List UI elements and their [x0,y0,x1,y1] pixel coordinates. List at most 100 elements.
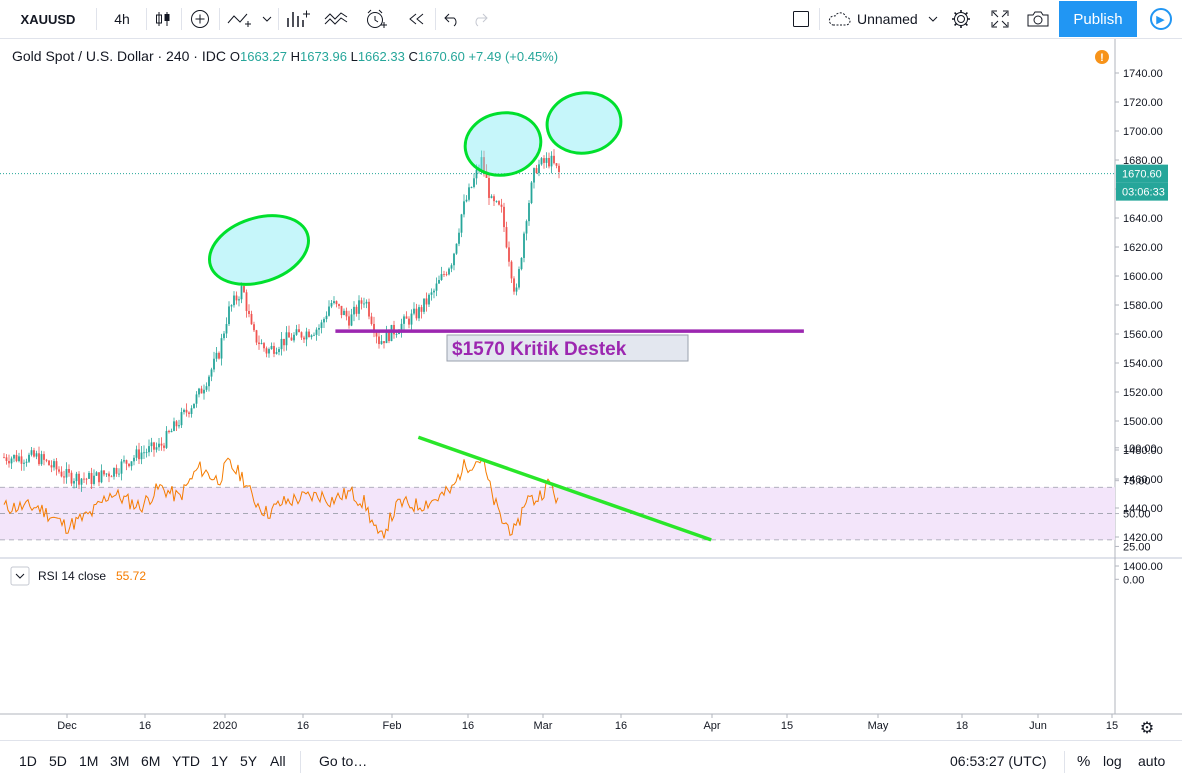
candle-body [535,168,538,173]
candle-body [33,450,35,457]
candle-body [223,333,225,339]
goto-button[interactable]: Go to… [319,753,368,769]
candle-body [150,442,153,447]
candle-body [448,268,450,275]
candle-body [78,473,80,485]
candle-body [273,346,275,354]
candle-body [110,476,113,478]
range-all[interactable]: All [270,753,286,769]
candle-body [473,178,475,188]
candle-body [85,478,88,480]
candle-body [195,394,198,404]
camera-icon[interactable] [1023,0,1053,38]
candles-icon[interactable] [148,0,178,38]
price-tick-label: 1480.00 [1123,445,1163,457]
candle-body [53,461,55,468]
pane-separator [0,557,1182,559]
fullscreen-icon[interactable] [985,0,1015,38]
candle-body [430,292,433,295]
candle-body [423,298,425,312]
candle-body [485,171,488,178]
candle-body [235,295,238,301]
range-1y[interactable]: 1Y [211,753,229,769]
candle-body [260,343,263,345]
time-axis: Dec 16 2020 16 Feb 16 Mar 16 Apr 15 May 18 Jun 15 ⚙ [57,714,1154,737]
candle-body [528,203,530,222]
bars-compare-icon[interactable] [282,0,314,38]
rsi-legend-label: RSI 14 close [38,569,106,583]
candle-body [3,457,5,459]
candle-body [538,164,540,173]
candle-body [345,310,348,317]
time-tick-label: Jun [1029,720,1047,732]
candle-body [300,332,303,338]
square-icon[interactable] [786,0,816,38]
range-ytd[interactable]: YTD [172,753,200,769]
candle-body [468,187,470,200]
candle-body [515,287,518,292]
candle-body [208,376,210,387]
candle-body [453,253,455,266]
play-icon[interactable]: ▶ [1139,0,1182,38]
range-1m[interactable]: 1M [79,753,99,769]
price-tick-label: 1460.00 [1123,474,1163,486]
publish-button[interactable]: Publish [1059,1,1137,37]
log-toggle[interactable]: log [1103,753,1122,769]
undo-icon[interactable] [438,0,466,38]
gear-icon[interactable] [946,0,976,38]
candle-body [523,233,525,258]
rsi-trendline [417,435,712,542]
price-tick-label: 1740.00 [1123,68,1163,80]
candle-body [163,445,165,448]
candle-body [280,338,283,350]
candle-body [148,446,150,453]
time-tick-label: 15 [1106,720,1118,732]
candle-body [400,323,403,333]
range-3m[interactable]: 3M [110,753,130,769]
candle-body [115,467,118,474]
symbol-search[interactable]: XAUUSD [0,0,96,38]
range-5y[interactable]: 5Y [240,753,258,769]
candle-body [388,330,390,342]
candle-body [553,155,555,164]
candle-body [18,456,20,462]
clock-readout[interactable]: 06:53:27 (UTC) [950,753,1047,769]
interval-button[interactable]: 4h [100,0,144,38]
candle-body [378,336,380,345]
candle-body [90,472,93,484]
auto-toggle[interactable]: auto [1138,753,1166,769]
interval-label: 4h [114,11,130,27]
candle-body [543,158,545,163]
candle-body [173,421,175,431]
candle-body [138,449,140,460]
price-tick-label: 1400.00 [1123,561,1163,573]
candle-body [178,425,180,427]
candle-body [363,303,365,305]
line-tool-icon[interactable] [222,0,256,38]
support-label-box [446,334,689,362]
candle-body [183,409,185,413]
chevron-down-icon [15,573,25,579]
replay-icon[interactable] [400,0,432,38]
candle-body [518,269,520,288]
chart-area[interactable]: 1740.001720.001700.001680.001660.001640.… [0,39,1182,740]
add-indicator-icon[interactable] [184,0,216,38]
time-tick-label: Mar [534,720,553,732]
range-5d[interactable]: 5D [49,753,67,769]
indicators-icon[interactable] [320,0,352,38]
layout-menu[interactable]: Unnamed [826,0,944,38]
candle-body [438,279,440,284]
candle-body [55,461,58,470]
range-1d[interactable]: 1D [19,753,37,769]
dropdown-icon[interactable] [258,0,276,38]
candle-body [435,283,438,291]
candle-body [330,303,333,307]
redo-icon[interactable] [466,0,494,38]
percent-toggle[interactable]: % [1077,752,1091,770]
candle-body [245,292,248,311]
price-tick-label: 1540.00 [1123,358,1163,370]
range-6m[interactable]: 6M [141,753,161,769]
candle-body [440,274,443,280]
alert-icon[interactable] [360,0,392,38]
candle-body [350,314,353,326]
